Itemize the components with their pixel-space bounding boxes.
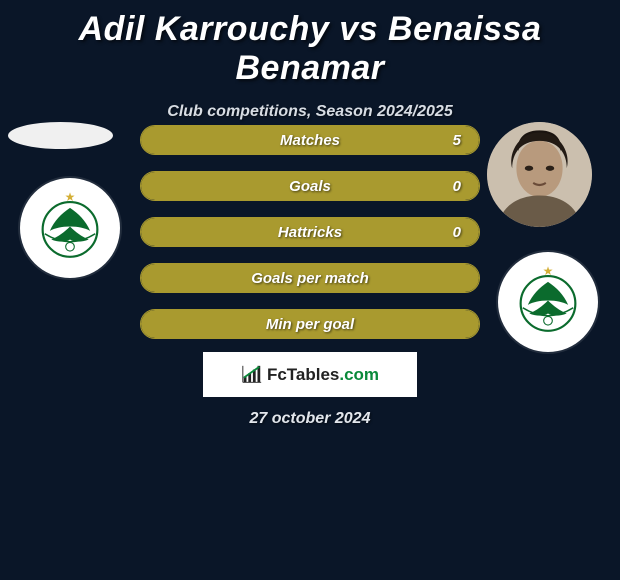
brand-badge: FcTables.com [203,352,417,397]
star-icon: ★ [65,190,76,204]
stat-label: Goals [141,172,479,200]
bar-chart-icon [241,364,263,386]
stat-label: Min per goal [141,310,479,338]
stats-container: Matches 5 Goals 0 Hattricks 0 Goals per … [140,125,480,355]
stat-label: Matches [141,126,479,154]
stat-value-right: 0 [453,172,461,200]
stat-label: Goals per match [141,264,479,292]
stat-row: Goals per match [140,263,480,293]
player-left-avatar [8,122,113,149]
brand-text: FcTables.com [267,365,379,385]
stat-value-right: 0 [453,218,461,246]
stat-row: Hattricks 0 [140,217,480,247]
star-icon: ★ [543,264,554,278]
brand-main: FcTables [267,365,339,384]
stat-row: Goals 0 [140,171,480,201]
player-right-avatar [487,122,592,227]
subtitle: Club competitions, Season 2024/2025 [0,103,620,121]
stat-label: Hattricks [141,218,479,246]
brand-suffix: .com [339,365,379,384]
date-text: 27 october 2024 [0,410,620,428]
club-crest-right: ★ [498,252,598,352]
person-silhouette-icon [487,122,592,227]
page-title: Adil Karrouchy vs Benaissa Benamar [0,0,620,88]
stat-row: Matches 5 [140,125,480,155]
stat-row: Min per goal [140,309,480,339]
club-crest-left: ★ [20,178,120,278]
stat-value-right: 5 [453,126,461,154]
